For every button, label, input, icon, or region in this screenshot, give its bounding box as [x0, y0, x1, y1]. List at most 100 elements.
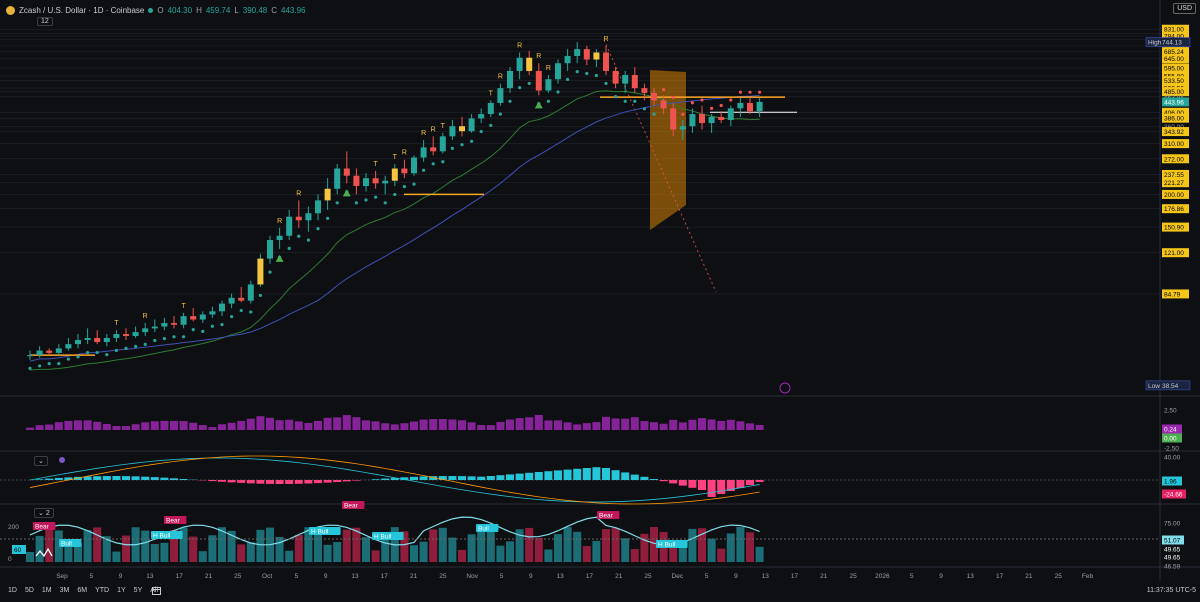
- replay-icon: [779, 382, 791, 394]
- candle-body: [737, 102, 744, 109]
- trend-dot: [594, 73, 599, 78]
- signal-badge-bear: [342, 501, 365, 509]
- signal-R: R: [546, 65, 551, 72]
- trend-dot: [710, 106, 714, 110]
- timeframe-5y[interactable]: 5Y: [133, 587, 143, 594]
- candle-body: [190, 316, 197, 320]
- time-axis-label: 13: [967, 573, 975, 580]
- trend-dot: [738, 90, 743, 94]
- trend-dot: [86, 350, 90, 355]
- rsi-bar: [150, 544, 159, 562]
- macd-bar: [746, 480, 754, 485]
- rsi-bar: [563, 527, 572, 562]
- volume-bar: [554, 420, 562, 430]
- volume-bar: [602, 416, 610, 430]
- pane4-axis-label: 75.00: [1164, 521, 1181, 528]
- volume-bar: [525, 417, 534, 430]
- signal-R: R: [603, 36, 608, 43]
- rsi-bar: [410, 545, 418, 562]
- price-label-box: [1162, 63, 1189, 73]
- volume-bar: [717, 420, 726, 430]
- candle-body: [545, 79, 552, 91]
- rsi-bar: [707, 538, 716, 562]
- time-axis-label: 13: [556, 573, 564, 580]
- volume-bar: [640, 421, 649, 430]
- candle-body: [151, 326, 158, 329]
- trend-dot: [114, 348, 118, 353]
- price-axis-label: 533.50: [1164, 78, 1184, 85]
- utc-clock[interactable]: 11:37:35 UTC-5: [1146, 587, 1196, 594]
- volume-bar: [218, 424, 226, 430]
- rsi-bar: [112, 551, 121, 562]
- price-label-box: [1162, 113, 1189, 123]
- macd-bar: [678, 480, 687, 486]
- macd-bar: [419, 476, 428, 480]
- trend-dot: [700, 98, 704, 102]
- time-axis-label: 13: [351, 573, 359, 580]
- trend-dot: [422, 168, 426, 172]
- timeframe-all[interactable]: All: [150, 587, 159, 594]
- rsi-bar: [467, 534, 476, 562]
- calendar-icon[interactable]: [152, 586, 161, 595]
- price-label-box: [1162, 24, 1189, 34]
- trend-dot: [28, 366, 32, 370]
- low-badge: [1145, 380, 1191, 391]
- volume-bar: [227, 422, 236, 430]
- symbol-title[interactable]: Zcash / U.S. Dollar · 1D · Coinbase: [19, 5, 145, 15]
- price-axis-label: 176.86: [1164, 206, 1184, 213]
- rsi-bar: [45, 527, 54, 562]
- trend-dot: [748, 90, 752, 94]
- trend-dot: [585, 71, 589, 76]
- volume-bar: [294, 421, 303, 430]
- timeframe-ytd[interactable]: YTD: [95, 587, 110, 594]
- candle-body: [708, 116, 715, 124]
- time-axis-label: 17: [176, 573, 184, 580]
- candle-body: [65, 344, 72, 349]
- timeframe-1m[interactable]: 1M: [41, 587, 52, 594]
- candle-body: [103, 337, 110, 343]
- chart-header: Zcash / U.S. Dollar · 1D · Coinbase O 404…: [6, 4, 306, 16]
- candle-body: [276, 235, 283, 240]
- indicator-count-badge[interactable]: 12: [37, 17, 53, 26]
- timeframe-6m[interactable]: 6M: [77, 587, 88, 594]
- macd-bar: [458, 476, 466, 480]
- signal-badge-bear: [33, 522, 56, 530]
- timeframe-1d[interactable]: 1D: [8, 587, 17, 594]
- time-axis-label: 21: [1025, 573, 1033, 580]
- volume-bar: [102, 424, 111, 430]
- rsi-bar: [304, 527, 313, 562]
- macd-bar: [755, 480, 764, 482]
- candle-body: [27, 355, 33, 357]
- trend-dot: [527, 81, 531, 86]
- pane-collapse-icon[interactable]: ⌄: [34, 456, 48, 466]
- candle-body: [603, 52, 609, 71]
- candle-body: [401, 168, 408, 174]
- timeframe-1y[interactable]: 1Y: [117, 587, 126, 594]
- low-value: 390.48: [242, 5, 268, 15]
- macd-bar: [35, 479, 44, 480]
- time-axis-label: 21: [820, 573, 828, 580]
- rsi-bar: [534, 537, 543, 562]
- candle-body: [228, 297, 235, 304]
- volume-bar: [266, 417, 274, 430]
- macd-bar: [64, 477, 73, 480]
- currency-selector[interactable]: USD: [1173, 3, 1196, 14]
- pane3-axis-label: 1.96: [1164, 479, 1177, 486]
- timeframe-5d[interactable]: 5D: [24, 587, 34, 594]
- volume-bar: [400, 423, 409, 430]
- candle-body: [449, 126, 456, 137]
- pane4-badge[interactable]: ⌄ 2: [34, 508, 54, 518]
- rsi-bar: [554, 534, 562, 562]
- trend-dot: [134, 344, 138, 348]
- trend-dot: [191, 328, 195, 332]
- timeframe-3m[interactable]: 3M: [59, 587, 70, 594]
- pane4-badge-label: 2: [45, 510, 50, 517]
- time-axis-label: 25: [1055, 573, 1063, 580]
- close-value: 443.96: [281, 5, 306, 15]
- volume-bar: [467, 422, 476, 430]
- rsi-bar: [170, 530, 178, 562]
- trend-dot: [489, 123, 493, 127]
- high-badge: [1145, 37, 1191, 47]
- macd-bar: [390, 477, 399, 480]
